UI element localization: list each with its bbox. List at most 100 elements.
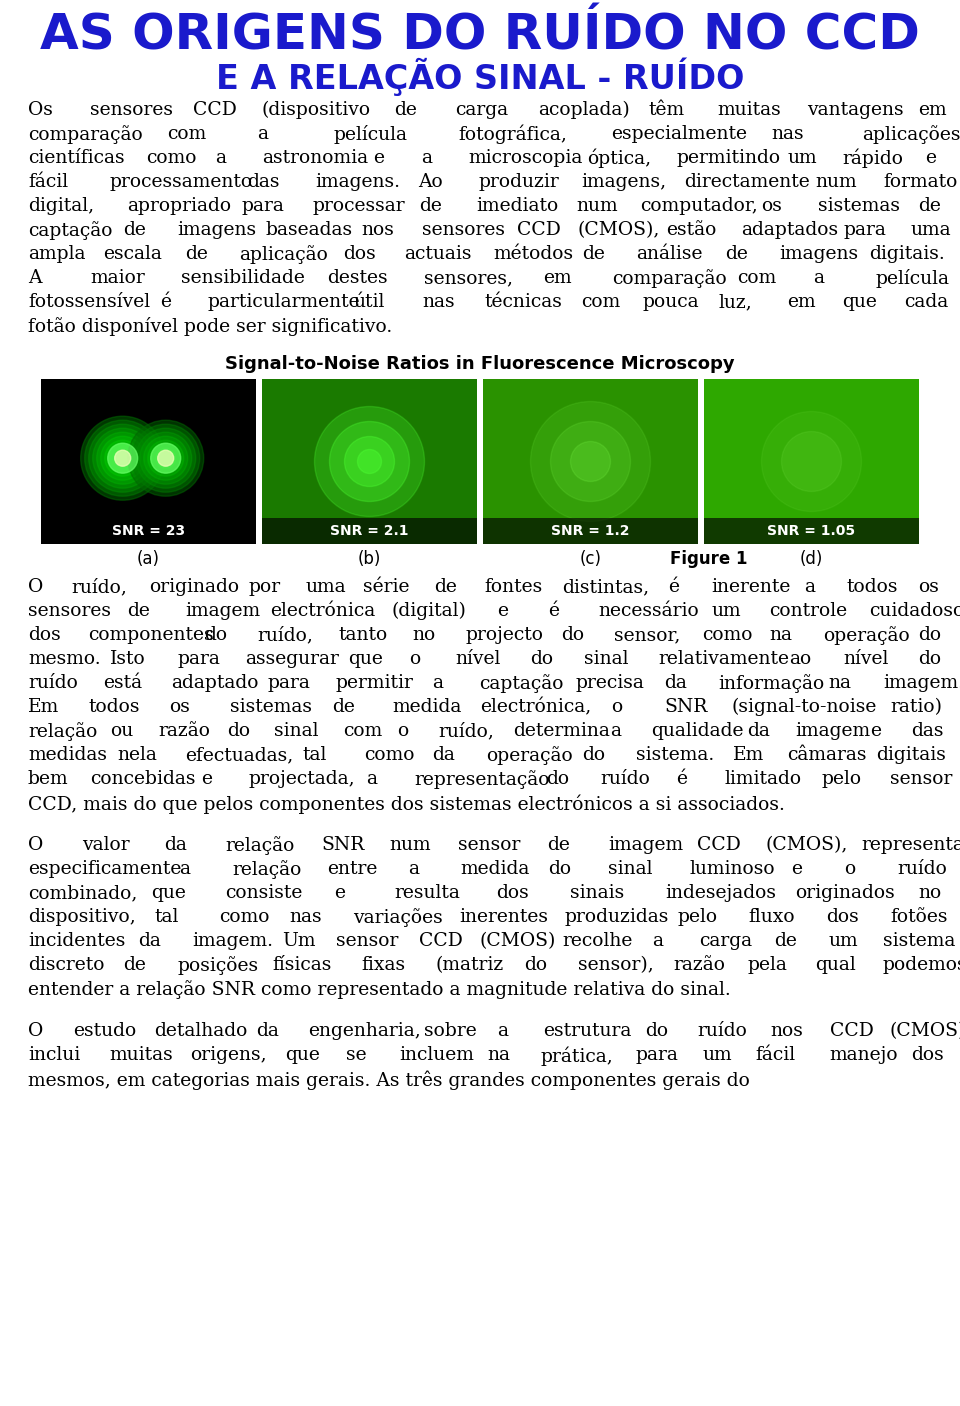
Text: medida: medida <box>393 697 462 716</box>
Text: necessário: necessário <box>598 602 699 620</box>
Text: CCD, mais do que pelos componentes dos sistemas electrónicos a si associados.: CCD, mais do que pelos componentes dos s… <box>28 794 785 814</box>
Bar <box>704 517 919 544</box>
Text: aplicação: aplicação <box>239 245 328 264</box>
Text: como: como <box>146 149 197 167</box>
Text: e: e <box>497 602 509 620</box>
Text: na: na <box>770 626 793 644</box>
Text: todos: todos <box>847 578 899 596</box>
Text: inerente: inerente <box>711 578 791 596</box>
Text: muitas: muitas <box>717 101 781 120</box>
Text: relativamente: relativamente <box>659 650 790 668</box>
Text: CCD: CCD <box>517 221 562 239</box>
Circle shape <box>761 412 861 512</box>
Text: por: por <box>249 578 280 596</box>
Text: do: do <box>562 626 585 644</box>
Text: ruído: ruído <box>601 770 651 787</box>
Text: de: de <box>185 245 208 263</box>
Text: origens,: origens, <box>190 1046 267 1064</box>
Text: dos: dos <box>827 908 859 927</box>
Bar <box>483 380 698 544</box>
Text: CCD: CCD <box>697 837 741 853</box>
Text: do: do <box>546 770 569 787</box>
Text: em: em <box>542 269 571 287</box>
Text: num: num <box>576 197 617 215</box>
Text: da: da <box>255 1022 278 1040</box>
Text: SNR = 1.05: SNR = 1.05 <box>767 524 855 538</box>
Text: nível: nível <box>455 650 501 668</box>
Text: das: das <box>911 723 944 740</box>
Text: sinal: sinal <box>609 860 653 877</box>
Text: originados: originados <box>795 884 895 903</box>
Circle shape <box>135 429 196 488</box>
Circle shape <box>101 436 145 481</box>
Text: imagens,: imagens, <box>582 173 666 191</box>
Text: CCD: CCD <box>419 932 463 950</box>
Text: num: num <box>815 173 857 191</box>
Text: assegurar: assegurar <box>245 650 339 668</box>
Text: película: película <box>876 269 949 288</box>
Text: a: a <box>804 578 815 596</box>
Text: (d): (d) <box>800 550 823 568</box>
Text: o: o <box>611 697 622 716</box>
Text: de: de <box>394 101 417 120</box>
Text: produzir: produzir <box>479 173 560 191</box>
Circle shape <box>105 440 141 477</box>
Text: de: de <box>420 197 442 215</box>
Text: O: O <box>28 837 43 853</box>
Text: de: de <box>434 578 457 596</box>
Text: da: da <box>432 747 455 763</box>
Text: ou: ou <box>110 723 133 740</box>
Text: processamento: processamento <box>109 173 252 191</box>
Text: ruído,: ruído, <box>257 626 313 644</box>
Text: sistemas: sistemas <box>229 697 312 716</box>
Text: qualidade: qualidade <box>651 723 743 740</box>
Text: a: a <box>611 723 621 740</box>
Text: para: para <box>268 673 310 692</box>
Text: carga: carga <box>699 932 752 950</box>
Text: rápido: rápido <box>842 149 903 169</box>
Text: com: com <box>167 125 206 143</box>
Text: O: O <box>28 578 43 596</box>
Text: sensor: sensor <box>336 932 398 950</box>
Text: razão: razão <box>158 723 210 740</box>
Text: especialmente: especialmente <box>612 125 748 143</box>
Text: fluxo: fluxo <box>749 908 795 927</box>
Text: película: película <box>333 125 407 143</box>
Text: Os: Os <box>28 101 53 120</box>
Text: todos: todos <box>88 697 140 716</box>
Text: útil: útil <box>353 292 385 311</box>
Text: no: no <box>413 626 436 644</box>
Text: técnicas: técnicas <box>484 292 563 311</box>
Text: (b): (b) <box>358 550 381 568</box>
Text: imagens.: imagens. <box>315 173 400 191</box>
Text: ao: ao <box>789 650 812 668</box>
Text: (CMOS),: (CMOS), <box>765 837 848 853</box>
Circle shape <box>81 416 165 501</box>
Circle shape <box>315 406 424 516</box>
Text: é: é <box>548 602 559 620</box>
Text: da: da <box>664 673 687 692</box>
Text: com: com <box>737 269 777 287</box>
Text: indesejados: indesejados <box>665 884 776 903</box>
Text: (dispositivo: (dispositivo <box>262 101 372 120</box>
Circle shape <box>550 422 631 502</box>
Bar <box>483 517 698 544</box>
Text: AS ORIGENS DO RUÍDO NO CCD: AS ORIGENS DO RUÍDO NO CCD <box>40 11 920 59</box>
Text: e: e <box>334 884 345 903</box>
Text: combinado,: combinado, <box>28 884 137 903</box>
Text: da: da <box>164 837 187 853</box>
Text: escala: escala <box>103 245 162 263</box>
Text: do: do <box>918 650 941 668</box>
Text: qual: qual <box>815 956 856 974</box>
Text: podemos: podemos <box>883 956 960 974</box>
Text: da: da <box>747 723 770 740</box>
Text: comparação: comparação <box>28 125 143 143</box>
Text: que: que <box>285 1046 321 1064</box>
Text: é: é <box>160 292 171 311</box>
Text: uma: uma <box>911 221 951 239</box>
Text: nas: nas <box>289 908 322 927</box>
Text: detalhado: detalhado <box>155 1022 248 1040</box>
Text: electrónica: electrónica <box>271 602 375 620</box>
Text: concebidas: concebidas <box>89 770 195 787</box>
Text: astronomia: astronomia <box>262 149 369 167</box>
